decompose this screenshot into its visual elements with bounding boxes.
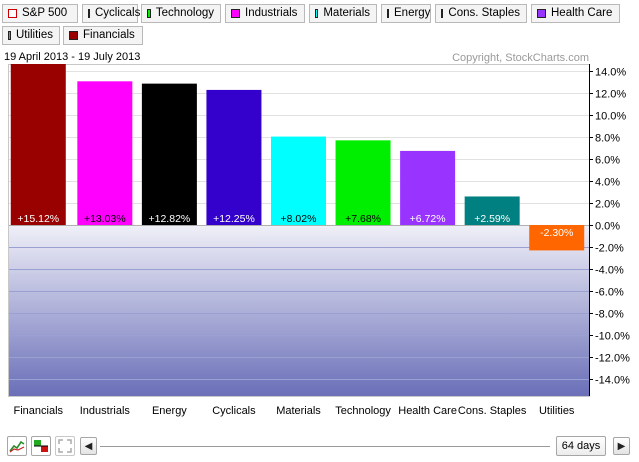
y-tick-label: 8.0% [595,133,620,145]
x-tick-label: Energy [152,405,187,417]
legend-item-s-p-500[interactable]: S&P 500 [2,4,78,23]
x-tick-label: Materials [276,405,321,417]
date-range: 19 April 2013 - 19 July 2013 [4,51,140,63]
bar-value-label: +8.02% [281,213,317,225]
days-range-selector[interactable]: 64 days [556,436,606,456]
legend-swatch [315,9,319,18]
legend-label: S&P 500 [22,7,68,19]
y-tick-label: -10.0% [595,331,630,343]
bar-value-label: +12.25% [213,213,255,225]
value-labels: +15.12% +13.03% +12.82% +12.25% +8.02% +7.68%… [17,213,573,239]
bar [271,136,326,226]
toolbar: ◀ 64 days ▶ [0,432,639,462]
plot-area-negative [8,225,589,396]
copyright-notice: Copyright, StockCharts.com [452,52,589,64]
legend-label: Cons. Staples [448,7,520,19]
x-tick-label: Technology [335,405,391,417]
y-tick-label: -8.0% [595,309,624,321]
x-tick-label: Utilities [539,405,575,417]
bars [10,64,585,251]
bar [10,64,66,226]
x-tick-label: Cyclicals [212,405,256,417]
legend-swatch [537,9,546,18]
scroll-left-button[interactable]: ◀ [80,437,97,455]
y-tick-label: -6.0% [595,287,624,299]
y-tick-label: 12.0% [595,89,626,101]
legend-label: Financials [83,29,135,41]
legend-swatch [147,9,151,18]
bar [77,81,133,226]
bar [141,83,197,226]
scroll-right-button[interactable]: ▶ [613,437,630,455]
bar-value-label: -2.30% [540,227,573,239]
line-chart-icon[interactable] [7,436,27,456]
legend-label: Technology [155,7,214,19]
bar [335,140,391,226]
legend: S&P 500 Cyclicals Technology Industrials Mat… [0,0,639,46]
legend-label: Health Care [551,7,613,19]
x-tick-label: Cons. Staples [458,405,527,417]
legend-swatch [88,9,90,18]
x-axis: Financials Industrials Energy Cyclicals Mate… [14,405,575,417]
legend-item-cyclicals[interactable]: Cyclicals [82,4,141,23]
y-tick-label: 6.0% [595,155,620,167]
bar-value-label: +12.82% [149,213,191,225]
legend-swatch [231,9,240,18]
legend-swatch [8,9,17,18]
y-tick-label: 0.0% [595,221,620,233]
y-tick-label: -12.0% [595,353,630,365]
x-tick-label: Health Care [398,405,457,417]
y-tick-label: 4.0% [595,177,620,189]
legend-item-utilities[interactable]: Utilities [2,26,60,45]
fullscreen-icon[interactable] [55,436,75,456]
y-axis: 14.0% 12.0% 10.0% 8.0% 6.0% 4.0% 2.0% 0.0% -2.0%… [589,64,630,396]
legend-label: Materials [323,7,370,19]
legend-item-health-care[interactable]: Health Care [531,4,620,23]
x-tick-label: Industrials [80,405,131,417]
legend-label: Energy [394,7,431,19]
legend-swatch [387,9,389,18]
bar [206,89,262,226]
bar-value-label: +7.68% [345,213,381,225]
bar-value-label: +6.72% [410,213,446,225]
y-tick-label: -4.0% [595,265,624,277]
bar [529,225,585,251]
legend-swatch [69,31,78,40]
legend-item-industrials[interactable]: Industrials [225,4,305,23]
y-tick-label: 2.0% [595,199,620,211]
timeline-slider-track[interactable] [100,446,550,447]
legend-item-materials[interactable]: Materials [309,4,377,23]
x-tick-label: Financials [14,405,64,417]
legend-swatch [441,9,444,18]
legend-swatch [8,31,11,40]
legend-item-energy[interactable]: Energy [381,4,431,23]
legend-label: Industrials [245,7,298,19]
bar [400,150,456,226]
legend-label: Utilities [15,29,53,41]
y-tick-label: 10.0% [595,111,626,123]
legend-item-financials[interactable]: Financials [63,26,143,45]
bar-value-label: +13.03% [84,213,126,225]
bar-value-label: +2.59% [474,213,510,225]
y-tick-label: -14.0% [595,375,630,387]
legend-item-technology[interactable]: Technology [141,4,221,23]
bar-chart-icon[interactable] [31,436,51,456]
bar-value-label: +15.12% [17,213,59,225]
legend-label: Cyclicals [95,7,141,19]
y-tick-label: -2.0% [595,243,624,255]
bar [464,196,520,226]
chart: +15.12% +13.03% +12.82% +12.25% +8.02% +7.68%… [4,51,630,417]
y-tick-label: 14.0% [595,67,626,79]
legend-item-cons-staples[interactable]: Cons. Staples [435,4,527,23]
